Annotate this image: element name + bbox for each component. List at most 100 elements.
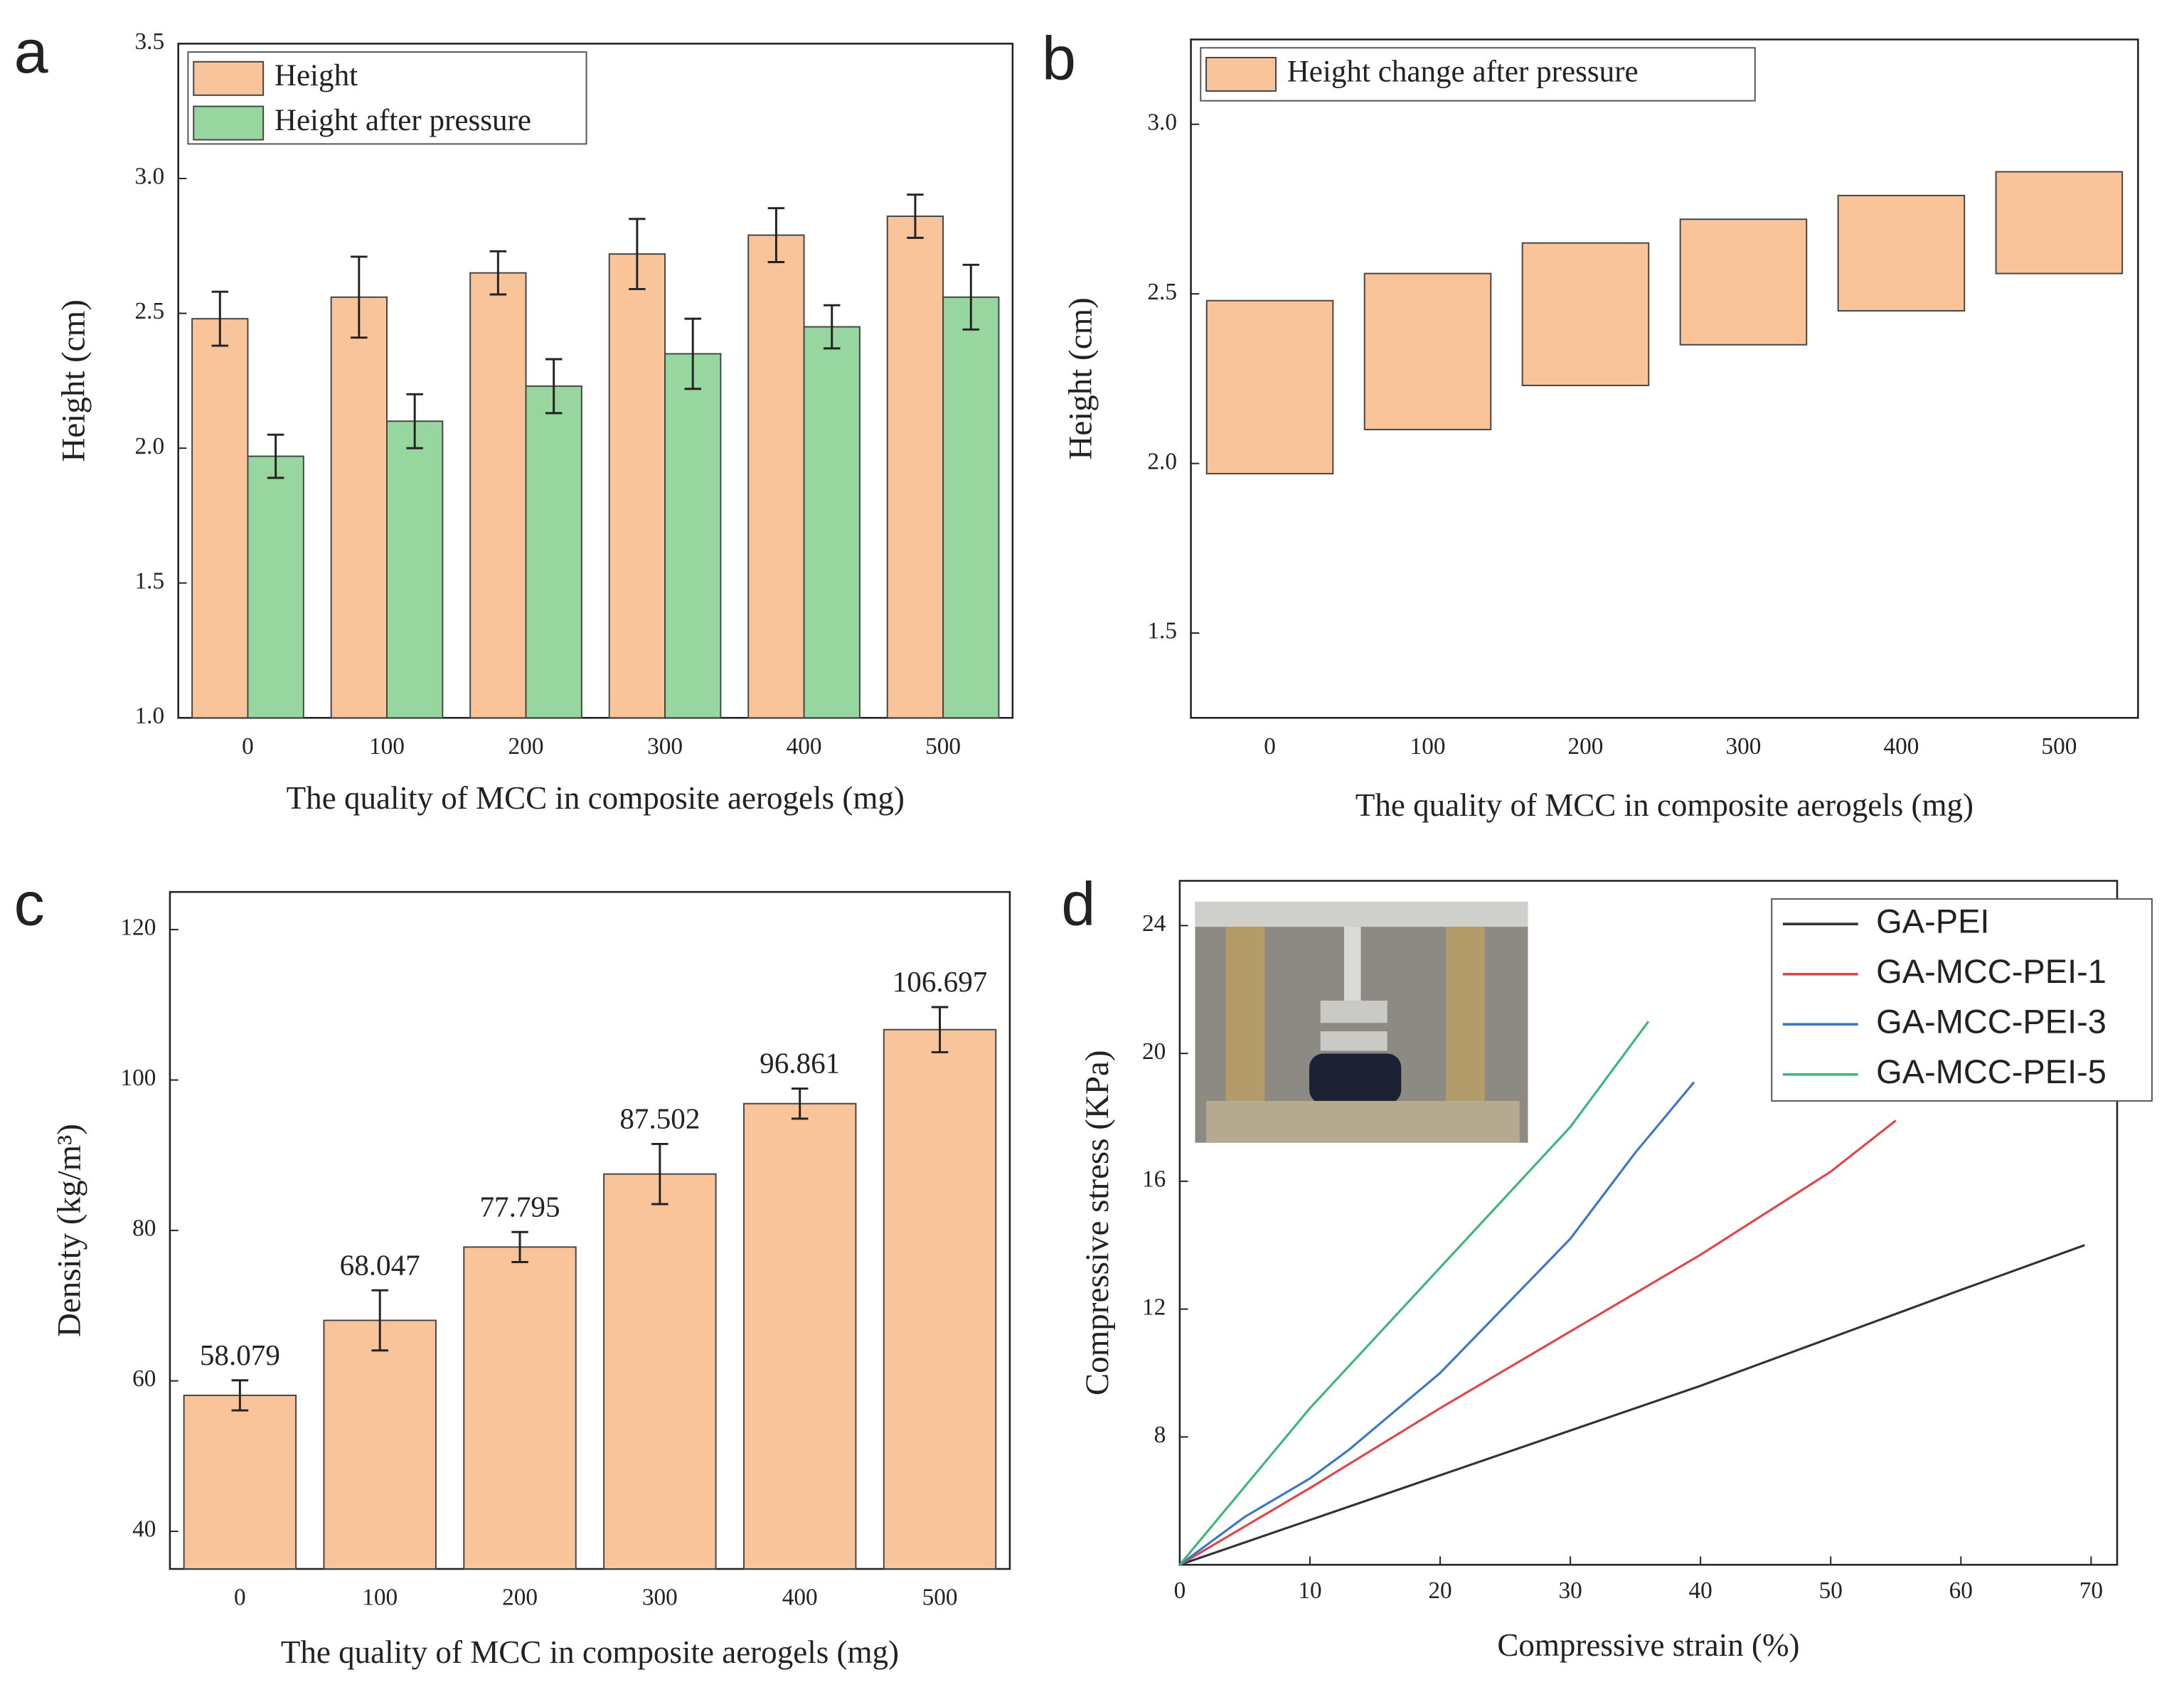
y-axis-label: Height (cm) <box>55 299 92 462</box>
error-bar <box>907 193 924 239</box>
x-tick-label: 0 <box>1264 733 1276 760</box>
y-tick-label: 16 <box>1142 1166 1166 1193</box>
line <box>1179 1244 2085 1566</box>
value-label: 68.047 <box>340 1248 420 1281</box>
x-tick-label: 70 <box>2079 1577 2103 1604</box>
bar <box>603 1173 717 1570</box>
legend-label: Height <box>275 59 358 92</box>
panel-label: b <box>1042 25 1076 93</box>
x-tick-label: 60 <box>1949 1577 1973 1604</box>
x-tick-label: 20 <box>1428 1577 1451 1604</box>
error-bar <box>931 1006 949 1053</box>
bar <box>247 455 304 719</box>
y-tick-label: 8 <box>1154 1422 1166 1448</box>
x-tick-label: 100 <box>362 1585 398 1611</box>
error-bar <box>767 207 785 263</box>
value-label: 77.795 <box>479 1190 560 1223</box>
legend-swatch <box>1205 56 1277 92</box>
x-axis-label: The quality of MCC in composite aerogels… <box>1355 787 1973 823</box>
x-axis-label: The quality of MCC in composite aerogels… <box>281 1634 899 1670</box>
y-tick-label: 100 <box>120 1065 156 1091</box>
error-bar <box>823 304 841 350</box>
range-bar <box>1521 242 1650 386</box>
x-tick-label: 200 <box>508 733 544 760</box>
plot-frame <box>177 43 1014 719</box>
line <box>1178 1021 1650 1566</box>
x-tick-label: 30 <box>1558 1577 1582 1604</box>
y-tick-label: 3.0 <box>1147 109 1177 135</box>
error-bar <box>684 317 701 390</box>
y-tick-label: 40 <box>132 1516 156 1543</box>
x-tick-label: 100 <box>1410 733 1446 760</box>
x-tick-label: 300 <box>647 733 683 760</box>
bar <box>386 420 444 719</box>
error-bar <box>629 218 646 290</box>
x-tick-label: 500 <box>922 1585 958 1611</box>
range-bar <box>1363 272 1492 430</box>
y-tick-label: 80 <box>132 1215 156 1242</box>
bar <box>323 1319 437 1570</box>
legend-label: GA-MCC-PEI-5 <box>1876 1053 2106 1090</box>
value-label: 106.697 <box>893 965 988 998</box>
x-axis-label: Compressive strain (%) <box>1497 1627 1799 1663</box>
legend-swatch <box>193 60 265 96</box>
bar <box>883 1028 997 1570</box>
bar <box>664 353 722 719</box>
x-tick-label: 300 <box>642 1585 678 1611</box>
error-bar <box>371 1289 388 1352</box>
y-tick-label: 2.5 <box>134 298 164 324</box>
plot-frame <box>1178 880 2119 1566</box>
x-tick-label: 0 <box>1174 1577 1186 1604</box>
x-tick-label: 0 <box>234 1585 246 1611</box>
bar <box>886 216 944 719</box>
legend-label: GA-MCC-PEI-3 <box>1876 1003 2106 1041</box>
error-bar <box>267 433 284 479</box>
y-axis-label: Height (cm) <box>1062 297 1099 459</box>
x-tick-label: 0 <box>242 733 254 760</box>
x-tick-label: 400 <box>782 1585 818 1611</box>
x-tick-label: 40 <box>1689 1577 1712 1604</box>
value-label: 96.861 <box>760 1047 840 1080</box>
bar <box>803 326 861 719</box>
error-bar <box>351 255 368 339</box>
error-bar <box>511 1230 528 1264</box>
legend-box <box>1200 47 1756 102</box>
bar <box>747 234 805 719</box>
bar <box>330 296 388 719</box>
line <box>1179 1119 1897 1566</box>
bar <box>742 1102 857 1570</box>
y-tick-label: 20 <box>1142 1038 1166 1065</box>
error-bar <box>962 263 980 331</box>
y-tick-label: 60 <box>132 1366 156 1392</box>
y-tick-label: 3.0 <box>134 164 164 190</box>
legend-box <box>1771 898 2153 1102</box>
bar <box>608 253 666 719</box>
y-tick-label: 2.5 <box>1147 279 1177 305</box>
error-bar <box>489 250 507 296</box>
value-label: 87.502 <box>619 1102 700 1135</box>
bar <box>942 296 1000 719</box>
x-tick-label: 400 <box>787 733 822 760</box>
error-bar <box>791 1087 809 1120</box>
x-tick-label: 50 <box>1819 1577 1843 1604</box>
range-bar <box>1995 171 2124 275</box>
range-bar <box>1205 299 1334 474</box>
error-bar <box>231 1379 249 1412</box>
x-tick-label: 200 <box>502 1585 538 1611</box>
bar <box>525 385 582 719</box>
error-bar <box>651 1142 668 1206</box>
error-bar <box>406 393 423 449</box>
legend-label: GA-PEI <box>1876 903 1989 940</box>
x-tick-label: 400 <box>1883 733 1919 760</box>
bar <box>463 1246 577 1570</box>
panel-label: d <box>1061 870 1095 938</box>
legend-swatch <box>193 105 265 141</box>
legend-label: Height after pressure <box>275 104 531 137</box>
y-tick-label: 24 <box>1142 910 1166 937</box>
panel-label: c <box>14 870 45 938</box>
bar <box>183 1394 297 1570</box>
x-tick-label: 500 <box>925 733 961 760</box>
y-axis-label: Density (kg/m³) <box>51 1124 88 1337</box>
range-bar <box>1837 194 1966 312</box>
